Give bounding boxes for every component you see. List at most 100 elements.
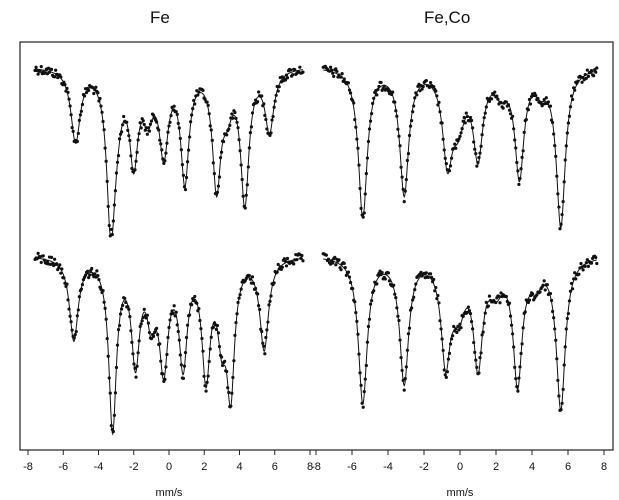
data-point	[387, 279, 392, 283]
data-point	[107, 376, 111, 380]
data-point	[370, 298, 374, 303]
data-point	[397, 134, 401, 138]
data-point	[445, 370, 449, 374]
data-point	[35, 257, 39, 261]
data-point	[234, 321, 238, 325]
data-point	[186, 148, 191, 152]
data-point	[301, 259, 305, 263]
data-point	[245, 183, 249, 187]
data-point	[515, 160, 519, 165]
data-point	[444, 161, 448, 166]
data-point	[217, 175, 222, 179]
data-point	[103, 146, 107, 150]
data-point	[155, 326, 159, 330]
data-point	[457, 328, 461, 332]
data-point	[188, 135, 192, 139]
data-point	[147, 330, 152, 335]
data-point	[235, 120, 239, 124]
data-point	[557, 205, 561, 209]
data-point	[459, 131, 463, 135]
data-point	[180, 163, 184, 167]
data-point	[58, 263, 62, 267]
data-point	[514, 377, 518, 381]
data-point	[585, 258, 589, 262]
data-point	[96, 274, 100, 278]
data-point	[407, 133, 412, 138]
data-point	[34, 65, 38, 69]
data-point	[367, 127, 372, 131]
data-point	[396, 127, 400, 131]
data-point	[240, 177, 244, 182]
data-point	[206, 103, 210, 107]
data-point	[571, 287, 575, 291]
data-point	[201, 88, 205, 92]
data-point	[291, 73, 295, 77]
data-point	[375, 93, 379, 97]
data-point	[183, 351, 188, 355]
data-point	[482, 321, 486, 325]
data-point	[111, 219, 115, 223]
data-point	[331, 71, 335, 75]
data-point	[461, 314, 465, 318]
data-point	[114, 171, 119, 175]
data-point	[421, 84, 425, 89]
data-point	[501, 106, 505, 110]
data-point	[102, 300, 106, 304]
data-point	[223, 359, 227, 363]
data-point	[412, 104, 416, 108]
data-point	[556, 378, 560, 383]
data-point	[39, 260, 43, 265]
data-point	[555, 174, 559, 178]
data-point	[184, 175, 189, 180]
data-point	[567, 299, 572, 303]
data-point	[554, 338, 558, 342]
data-point	[524, 117, 528, 122]
data-point	[580, 80, 584, 84]
data-point	[594, 70, 598, 74]
data-point	[565, 131, 569, 135]
data-point	[466, 305, 471, 309]
data-point	[521, 326, 525, 330]
data-point	[182, 185, 187, 189]
data-point	[401, 187, 405, 191]
data-point	[419, 270, 423, 274]
data-point	[428, 272, 433, 276]
data-point	[473, 147, 477, 151]
data-point	[227, 390, 231, 395]
data-point	[335, 69, 339, 74]
data-point	[233, 333, 237, 337]
data-point	[116, 154, 121, 158]
data-point	[244, 193, 248, 197]
data-point	[148, 122, 153, 126]
data-point	[484, 105, 488, 109]
data-point	[487, 99, 492, 103]
data-point	[109, 227, 113, 231]
data-point	[202, 374, 206, 378]
data-point	[145, 132, 149, 136]
data-point	[333, 255, 337, 259]
data-point	[63, 83, 67, 87]
data-point	[230, 391, 234, 395]
data-point	[391, 90, 395, 94]
data-point	[146, 126, 150, 130]
data-point	[339, 75, 343, 79]
data-point	[434, 285, 438, 290]
data-point	[263, 352, 267, 356]
data-point	[166, 130, 170, 134]
data-point	[117, 323, 122, 328]
data-point	[177, 126, 181, 130]
data-point	[216, 184, 221, 188]
data-point	[137, 339, 141, 343]
data-point	[41, 254, 45, 258]
data-point	[87, 276, 91, 280]
data-point	[36, 72, 40, 76]
data-point	[133, 366, 137, 370]
data-point	[59, 75, 63, 79]
data-point	[560, 212, 564, 217]
data-point	[103, 306, 107, 310]
data-point	[403, 377, 407, 381]
data-point	[136, 351, 140, 355]
data-point	[219, 150, 224, 154]
data-point	[144, 316, 148, 320]
